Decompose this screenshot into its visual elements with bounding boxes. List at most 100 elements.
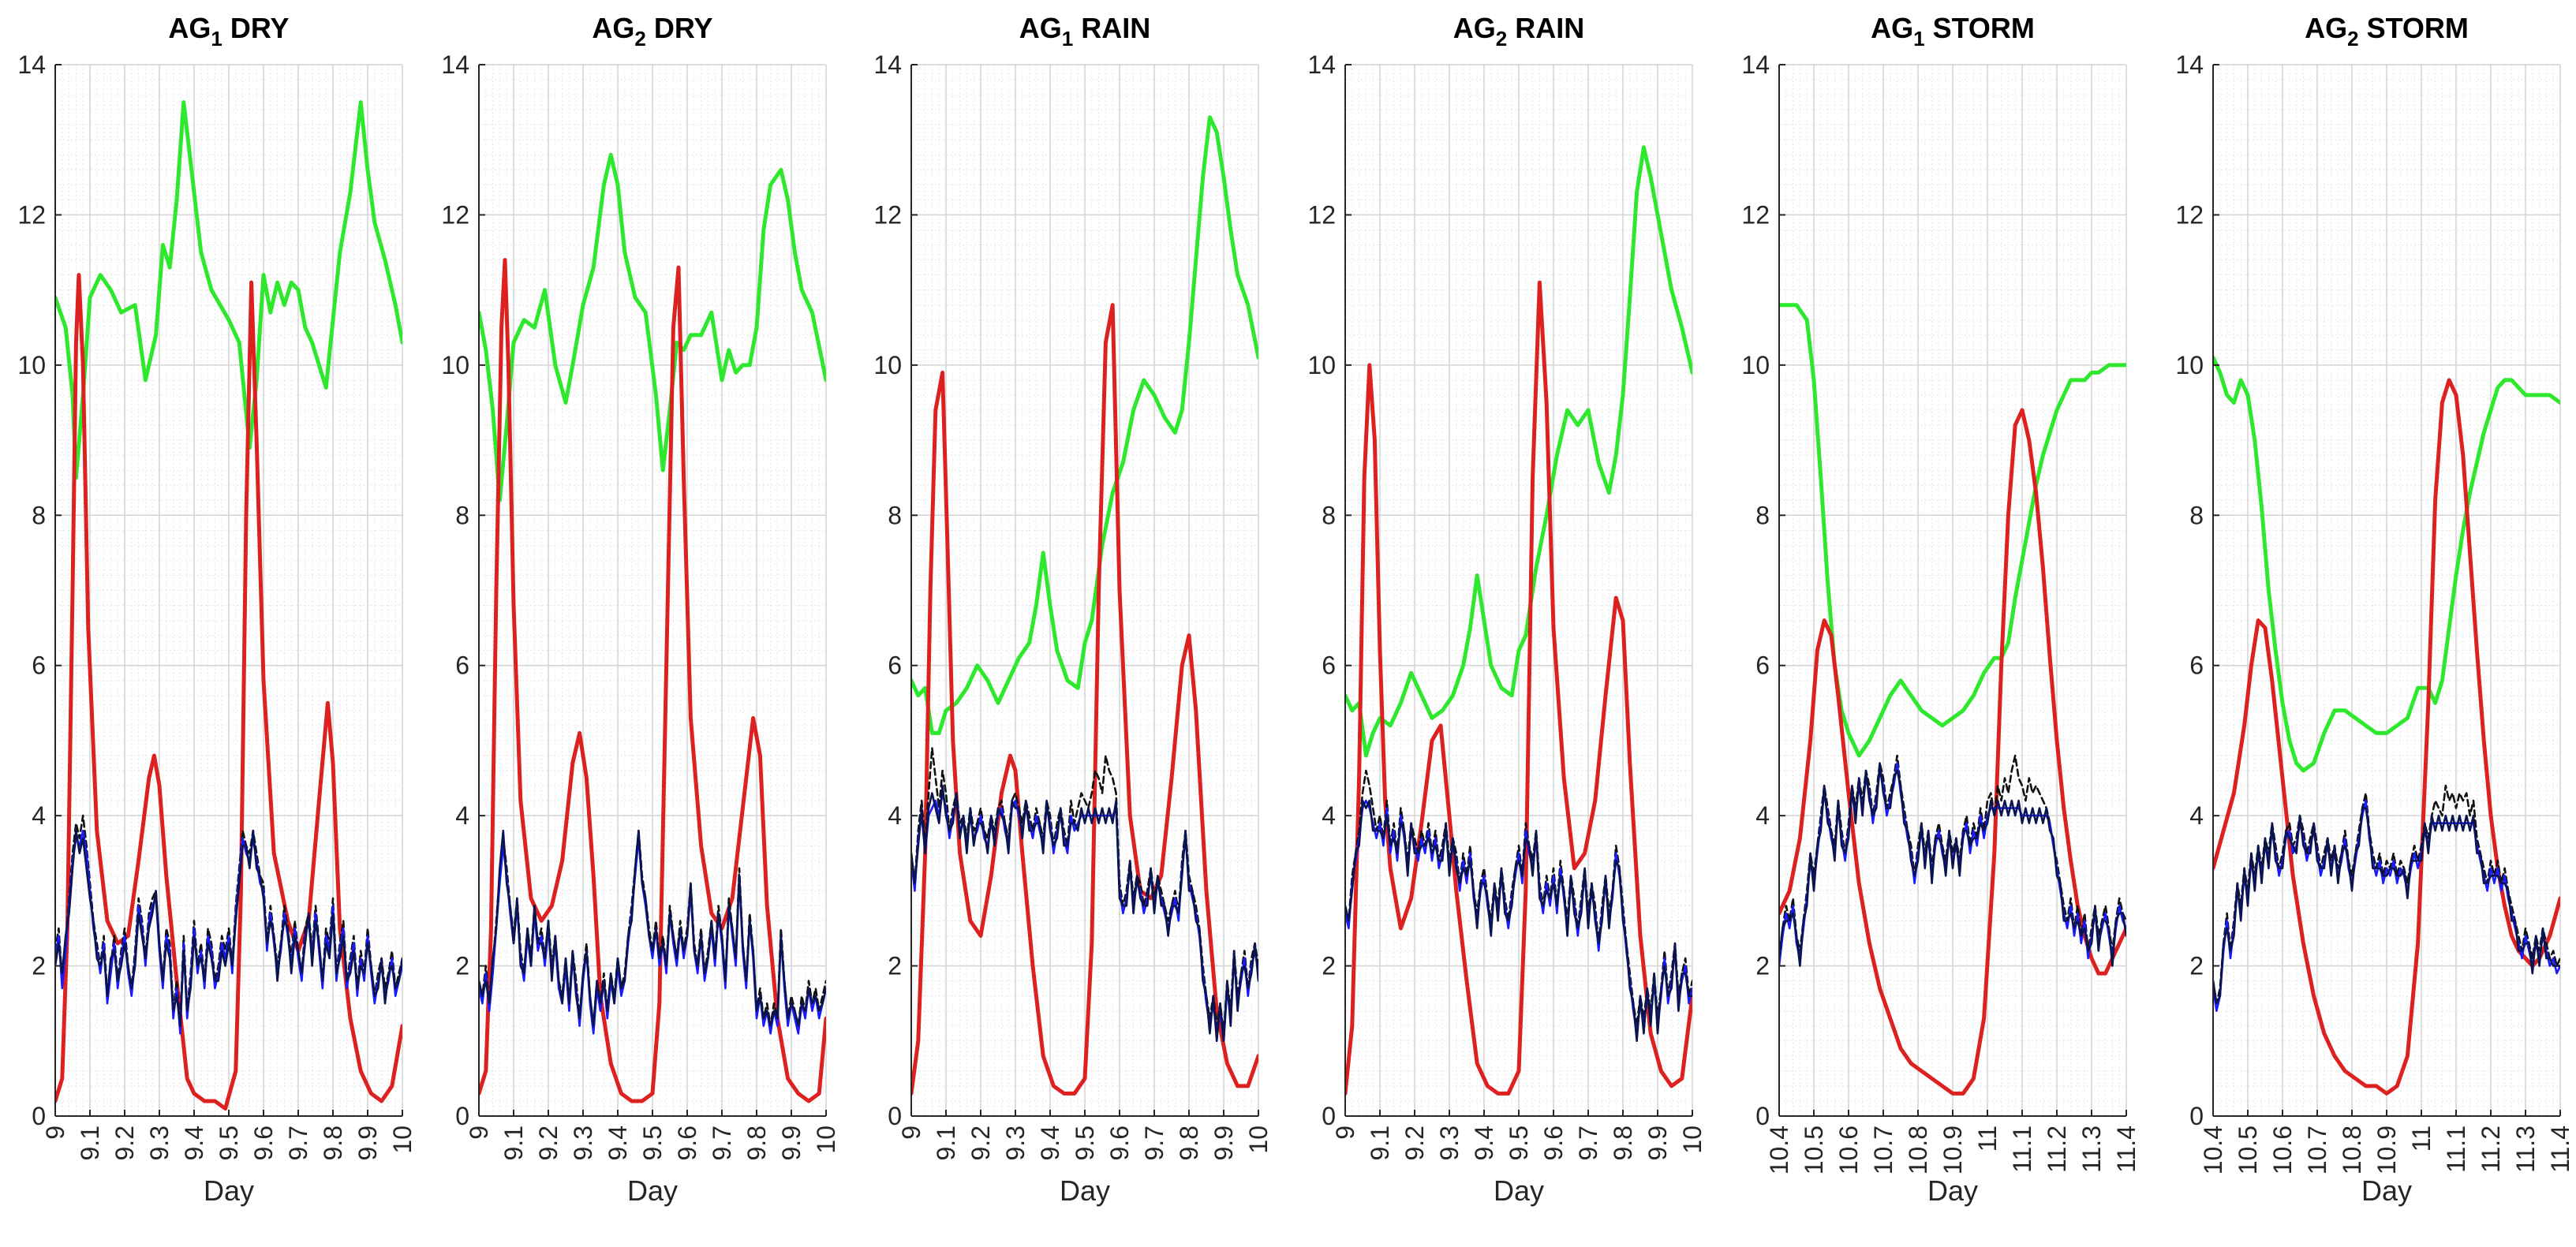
y-tick-label: 2 xyxy=(455,952,469,980)
x-tick-label: 11.4 xyxy=(2546,1126,2574,1173)
x-tick-label: 9.5 xyxy=(1505,1126,1533,1160)
x-tick-label: 9.4 xyxy=(1036,1126,1064,1160)
series-line-1 xyxy=(911,115,1258,735)
chart-title: AG1 DRY xyxy=(168,12,289,50)
y-tick-label: 14 xyxy=(1741,50,1770,79)
x-tick-label: 9.8 xyxy=(742,1126,771,1160)
series-line-2 xyxy=(1779,408,2126,1096)
x-tick-label: 9.6 xyxy=(1105,1126,1134,1160)
y-tick-label: 14 xyxy=(441,50,469,79)
x-tick-label: 10.9 xyxy=(2372,1126,2401,1174)
x-tick-label: 10.5 xyxy=(1800,1126,1828,1174)
x-tick-label: 11.3 xyxy=(2077,1126,2106,1173)
series-line-1 xyxy=(479,152,826,502)
y-tick-label: 14 xyxy=(1307,50,1336,79)
x-tick-label: 10 xyxy=(812,1126,840,1154)
series-line-5 xyxy=(1779,762,2126,967)
y-tick-label: 10 xyxy=(2175,351,2204,379)
series-line-1 xyxy=(55,100,402,480)
x-tick-label: 9.1 xyxy=(76,1126,104,1160)
series-line-5 xyxy=(911,784,1258,1043)
x-tick-label: 9.6 xyxy=(1539,1126,1568,1160)
x-tick-label: 11 xyxy=(1973,1126,2002,1152)
series-line-5 xyxy=(1345,799,1692,1043)
x-tick-label: 9.3 xyxy=(1001,1126,1030,1160)
x-tick-label: 9.8 xyxy=(319,1126,347,1160)
y-tick-label: 4 xyxy=(455,801,469,830)
y-tick-label: 14 xyxy=(17,50,46,79)
series-line-1 xyxy=(2213,355,2560,773)
x-tick-label: 11.4 xyxy=(2112,1126,2140,1173)
y-tick-label: 8 xyxy=(1755,501,1770,529)
y-tick-label: 2 xyxy=(32,952,46,980)
x-tick-label: 9 xyxy=(897,1126,925,1140)
y-tick-label: 8 xyxy=(2189,501,2204,529)
y-tick-label: 0 xyxy=(888,1102,902,1130)
y-tick-label: 6 xyxy=(455,652,469,680)
x-tick-label: 9.1 xyxy=(499,1126,528,1160)
x-tick-label: 9.7 xyxy=(1140,1126,1168,1160)
y-tick-label: 4 xyxy=(32,801,46,830)
y-tick-label: 12 xyxy=(1741,200,1770,229)
y-tick-label: 12 xyxy=(2175,200,2204,229)
y-tick-label: 8 xyxy=(888,501,902,529)
x-tick-label: 10.6 xyxy=(2268,1126,2297,1174)
x-tick-label: 10 xyxy=(1678,1126,1707,1154)
x-tick-label: 9.3 xyxy=(1435,1126,1464,1160)
y-tick-label: 0 xyxy=(32,1102,46,1130)
x-tick-label: 10 xyxy=(388,1126,417,1154)
y-tick-label: 2 xyxy=(888,952,902,980)
y-tick-label: 0 xyxy=(1755,1102,1770,1130)
y-tick-label: 4 xyxy=(2189,801,2204,830)
x-tick-label: 9.4 xyxy=(604,1126,632,1160)
x-tick-label: 9.1 xyxy=(932,1126,960,1160)
x-tick-label: 9.7 xyxy=(284,1126,312,1160)
chart-title: AG2 DRY xyxy=(592,12,712,50)
y-tick-label: 12 xyxy=(441,200,469,229)
x-tick-label: 10.8 xyxy=(2338,1126,2366,1174)
x-tick-label: 10.5 xyxy=(2234,1126,2262,1174)
x-tick-label: 9.8 xyxy=(1175,1126,1203,1160)
x-tick-label: 9.5 xyxy=(1071,1126,1099,1160)
x-tick-label: 9.1 xyxy=(1366,1126,1394,1160)
x-tick-label: 10.7 xyxy=(1869,1126,1897,1174)
y-tick-label: 10 xyxy=(873,351,902,379)
y-tick-label: 0 xyxy=(1322,1102,1336,1130)
x-axis-label: Day xyxy=(1927,1174,1978,1207)
x-tick-label: 9.2 xyxy=(1400,1126,1429,1160)
y-tick-label: 6 xyxy=(1322,652,1336,680)
x-tick-label: 9.9 xyxy=(1643,1126,1672,1160)
y-tick-label: 12 xyxy=(1307,200,1336,229)
x-tick-label: 9.4 xyxy=(180,1126,208,1160)
x-axis-label: Day xyxy=(204,1174,254,1207)
x-tick-label: 11.2 xyxy=(2043,1126,2071,1173)
chart-title: AG1 RAIN xyxy=(1019,12,1150,50)
series-line-5 xyxy=(479,829,826,1027)
x-tick-label: 9.3 xyxy=(569,1126,597,1160)
y-tick-label: 14 xyxy=(873,50,902,79)
x-tick-label: 9.2 xyxy=(966,1126,995,1160)
y-tick-label: 4 xyxy=(888,801,902,830)
x-axis-label: Day xyxy=(1060,1174,1110,1207)
x-axis-label: Day xyxy=(1494,1174,1544,1207)
series-line-5 xyxy=(55,829,402,1027)
x-tick-label: 9.6 xyxy=(249,1126,278,1160)
x-tick-label: 9.7 xyxy=(708,1126,736,1160)
series-line-2 xyxy=(2213,378,2560,1096)
x-tick-label: 10 xyxy=(1244,1126,1273,1154)
series-line-1 xyxy=(1345,145,1692,758)
x-tick-label: 9.8 xyxy=(1609,1126,1637,1160)
x-tick-label: 11.1 xyxy=(2442,1126,2470,1173)
chart-title: AG2 RAIN xyxy=(1453,12,1584,50)
y-tick-label: 12 xyxy=(17,200,46,229)
y-tick-label: 8 xyxy=(32,501,46,529)
series-line-2 xyxy=(911,303,1258,1096)
y-tick-label: 6 xyxy=(2189,652,2204,680)
y-tick-label: 12 xyxy=(873,200,902,229)
